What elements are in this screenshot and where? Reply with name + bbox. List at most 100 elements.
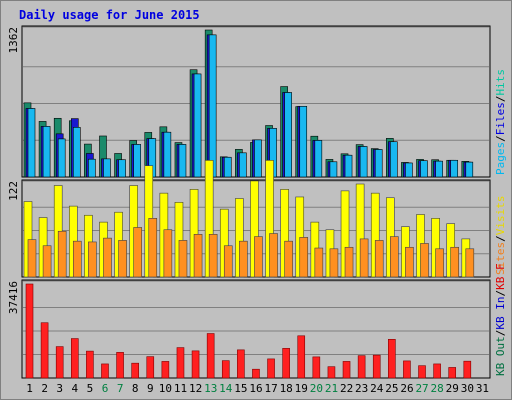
chart-title: Daily usage for June 2015 [19,8,200,22]
bar-pages [72,127,81,178]
bar-pages [193,73,202,178]
bar-pages [57,138,66,178]
x-tick-label: 26 [400,382,413,395]
bar-kb-f [221,360,230,379]
bar-sites [359,238,369,278]
bar-pages [314,140,323,178]
bar-sites [314,247,324,278]
bar-kb-f [418,365,426,379]
bar-pages [42,126,51,178]
legend-entry: Visits [494,196,507,236]
bar-kb-f [101,363,109,379]
x-tick-label: 18 [280,382,293,395]
bar-kb-f [146,356,155,379]
bar-pages [163,131,172,178]
bar-sites [163,229,173,278]
legend-entry: Pages [494,142,507,175]
legend-entry: / [494,135,507,142]
x-tick-label: 31 [476,382,489,395]
bar-pages [27,108,36,178]
bar-sites [405,246,414,278]
x-tick-label: 28 [431,382,444,395]
x-tick-label: 30 [461,382,474,395]
x-tick-label: 3 [56,382,63,395]
x-tick-label: 23 [355,382,368,395]
bar-kb-f [448,367,457,379]
bar-sites [344,246,354,278]
x-tick-label: 29 [446,382,459,395]
legend-entry: KB In [494,297,507,330]
bar-sites [465,248,475,278]
bar-pages [103,158,111,178]
legend-entry: KB Out [494,336,507,376]
bar-kb-f [191,350,200,379]
bar-sites [88,241,97,278]
x-tick-label: 9 [147,382,154,395]
x-tick-label: 2 [41,382,48,395]
legend-kbytes: KB Out/KB In/KB F [494,263,507,376]
legend-entry: Files [494,102,507,135]
legend-entry: / [494,330,507,337]
y-max-label: 122 [7,181,20,201]
x-tick-label: 6 [102,382,109,395]
bar-pages [208,34,217,178]
bar-pages [254,139,262,178]
bar-kb-f [206,333,215,379]
bar-kb-f [388,339,396,379]
bar-pages [88,158,96,178]
x-tick-label: 19 [295,382,308,395]
bar-kb-f [25,283,34,379]
bar-sites [435,248,444,278]
bar-kb-f [267,358,275,379]
bar-kb-f [403,360,411,379]
bar-pages [223,156,232,178]
bar-sites [223,245,233,278]
bar-pages [435,160,443,178]
bar-kb-f [357,355,366,379]
chart-panels: 1362Pages/Files/Hits122Sites/Visits37416… [7,25,507,379]
bar-pages [178,144,187,178]
x-tick-label: 1 [26,382,33,395]
panel-visits: 122 Sites/Visits [7,160,507,278]
bar-sites [27,239,37,278]
legend-entry: KB F [494,263,507,290]
bar-pages [390,141,398,178]
x-tick-label: 14 [219,382,233,395]
bar-pages [359,146,368,178]
x-tick-label: 22 [340,382,353,395]
x-tick-label: 8 [132,382,139,395]
bar-kb-f [327,366,336,379]
bar-pages [329,161,338,178]
bar-kb-f [40,322,49,379]
bar-kb-f [282,348,290,379]
bar-kb-f [312,356,321,379]
bar-sites [57,230,67,278]
bar-kb-f [70,338,79,379]
x-tick-label: 10 [159,382,172,395]
x-tick-label: 17 [264,382,277,395]
x-tick-label: 12 [189,382,202,395]
x-tick-label: 5 [87,382,94,395]
bar-kb-f [176,347,185,379]
x-tick-label: 11 [174,382,187,395]
bar-sites [133,227,142,278]
bar-sites [103,237,112,278]
bar-sites [329,248,339,278]
bar-pages [374,149,383,178]
bar-kb-f [372,354,381,379]
bar-pages [239,152,247,178]
bar-sites [269,233,278,278]
legend-entry: / [494,96,507,103]
bar-pages [344,154,353,178]
x-tick-label: 24 [370,382,384,395]
bar-sites [193,234,203,278]
bar-pages [284,92,292,178]
bar-pages [450,159,459,178]
bar-sites [450,246,460,278]
bar-kb-f [433,363,441,379]
bar-kb-f [86,350,94,379]
bar-pages [405,162,413,178]
bar-pages [133,144,141,178]
